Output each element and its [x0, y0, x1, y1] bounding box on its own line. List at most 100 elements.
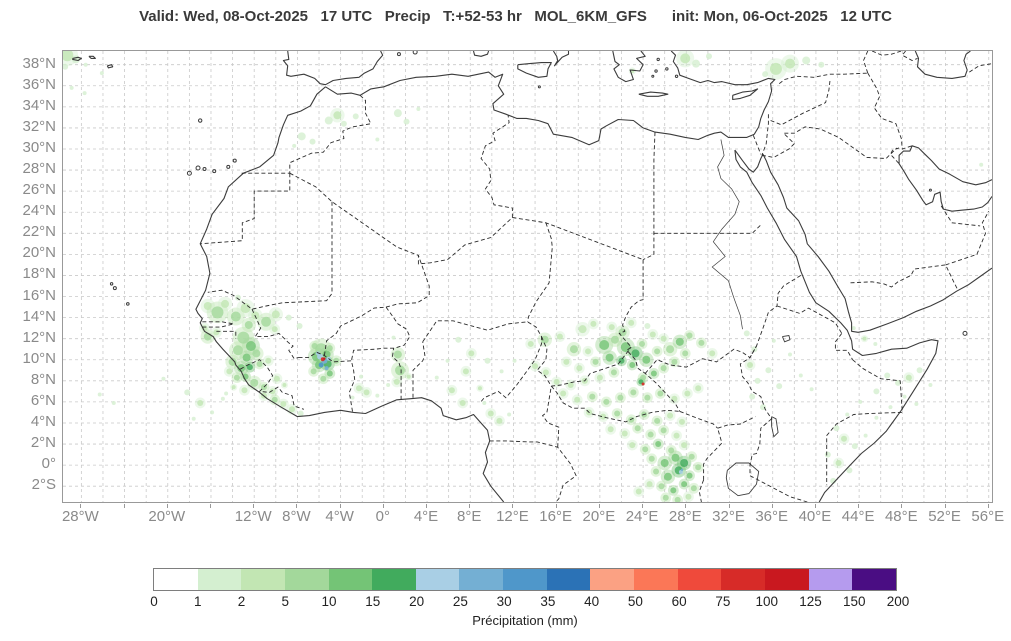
axis-tick	[987, 504, 989, 508]
colorbar-tick-value: 50	[627, 594, 643, 609]
lat-tick-label: 2°N	[30, 434, 56, 452]
axis-tick	[209, 504, 211, 508]
colorbar-tick-value: 15	[365, 594, 381, 609]
page-title: Valid: Wed, 08-Oct-2025 17 UTC Precip T:…	[139, 8, 892, 25]
axis-tick	[469, 504, 471, 508]
axis-tick	[80, 504, 82, 508]
map-frame	[62, 50, 993, 503]
axis-tick	[123, 504, 125, 508]
lon-tick-label: 32°E	[712, 508, 745, 525]
axis-tick	[382, 504, 384, 508]
lon-tick-label: 8°E	[457, 508, 482, 525]
lat-tick-label: 34°N	[22, 96, 56, 114]
colorbar-segment	[241, 569, 285, 590]
axis-tick	[944, 504, 946, 508]
lat-tick-label: 36°N	[22, 75, 56, 93]
colorbar-segment	[677, 569, 722, 590]
coastlines	[72, 51, 992, 502]
lat-tick-label: 28°N	[22, 160, 56, 178]
colorbar-tick-value: 25	[452, 594, 468, 609]
axis-tick	[166, 504, 168, 508]
lon-tick-label: 36°E	[755, 508, 789, 525]
lon-tick-label: 28°W	[61, 508, 99, 525]
colorbar-title: Précipitation (mm)	[472, 613, 578, 628]
colorbar-tick-value: 20	[409, 594, 425, 609]
colorbar-segment	[590, 569, 635, 590]
axis-tick	[296, 504, 298, 508]
country-borders	[200, 51, 992, 502]
lon-tick-label: 28°E	[668, 508, 702, 525]
colorbar-tick-value: 100	[755, 594, 778, 609]
colorbar-scale	[153, 568, 897, 591]
axis-tick	[642, 504, 644, 508]
lat-tick-label: 32°N	[22, 117, 56, 135]
lon-tick-label: 4°W	[325, 508, 354, 525]
colorbar-segment	[721, 569, 765, 590]
lon-tick-label: 12°W	[234, 508, 272, 525]
lon-tick-label: 48°E	[884, 508, 918, 525]
lat-tick-label: 20°N	[22, 244, 56, 262]
axis-tick	[253, 504, 255, 508]
axis-tick	[339, 504, 341, 508]
colorbar-segment	[764, 569, 809, 590]
lat-tick-label: 26°N	[22, 181, 56, 199]
lon-tick-label: 0°	[375, 508, 390, 525]
lat-tick-label: 4°N	[30, 412, 56, 430]
axis-tick	[858, 504, 860, 508]
colorbar-segment	[459, 569, 504, 590]
lon-tick-label: 12°E	[496, 508, 529, 525]
lon-tick-label: 16°E	[539, 508, 572, 525]
colorbar-tick-value: 5	[281, 594, 290, 609]
axis-tick	[555, 504, 557, 508]
lat-tick-label: 10°N	[22, 349, 56, 367]
lat-tick-label: 14°N	[22, 307, 56, 325]
lon-tick-label: 44°E	[841, 508, 875, 525]
lon-tick-label: 56°E	[971, 508, 1005, 525]
lon-tick-label: 24°E	[625, 508, 659, 525]
colorbar-segment	[634, 569, 678, 590]
colorbar-tick-value: 150	[842, 594, 866, 609]
lat-tick-label: 22°N	[22, 223, 56, 241]
lat-tick-label: 38°N	[22, 54, 56, 72]
colorbar-segment	[154, 569, 198, 590]
lat-tick-label: 30°N	[22, 138, 56, 156]
lat-tick-label: 8°N	[30, 370, 56, 388]
colorbar-tick-value: 10	[321, 594, 337, 609]
axis-tick	[426, 504, 428, 508]
colorbar-tick-value: 40	[584, 594, 600, 609]
axis-tick	[814, 504, 816, 508]
axis-tick	[598, 504, 600, 508]
colorbar-tick-value: 0	[150, 594, 158, 609]
precip-map	[63, 51, 992, 502]
colorbar-segment	[503, 569, 547, 590]
axis-tick	[512, 504, 514, 508]
colorbar-segment	[372, 569, 416, 590]
colorbar-segment	[852, 569, 896, 590]
lat-tick-label: 18°N	[22, 265, 56, 283]
lon-tick-label: 8°W	[282, 508, 311, 525]
colorbar-segment	[284, 569, 329, 590]
axis-tick	[771, 504, 773, 508]
colorbar-tick-value: 35	[540, 594, 556, 609]
lat-tick-label: 6°N	[30, 391, 56, 409]
lon-tick-label: 4°E	[413, 508, 439, 525]
precipitation-layer	[63, 51, 984, 502]
lon-tick-label: 20°E	[582, 508, 616, 525]
colorbar-tick-value: 2	[237, 594, 246, 609]
colorbar-tick-labels: 0 1 2 5 10 15 20 25 30 35 40 50 60 75 100 125 150 200	[150, 594, 909, 611]
lat-tick-label: 2°S	[31, 476, 56, 494]
lat-tick-label: 16°N	[22, 286, 56, 304]
colorbar-segment	[546, 569, 591, 590]
grid-lines	[63, 51, 992, 502]
lat-tick-label: 0°	[41, 455, 56, 473]
water-features	[711, 139, 791, 497]
lon-tick-label: 40°E	[798, 508, 832, 525]
colorbar-segment	[808, 569, 853, 590]
axis-tick	[728, 504, 730, 508]
axis-tick	[901, 504, 903, 508]
colorbar-tick-value: 125	[799, 594, 822, 609]
colorbar-tick-value: 200	[886, 594, 910, 609]
lat-tick-label: 12°N	[22, 328, 56, 346]
colorbar: 0 1 2 5 10 15 20 25 30 35 40 50 60 75 100 125 150 200 Pré…	[150, 568, 909, 628]
